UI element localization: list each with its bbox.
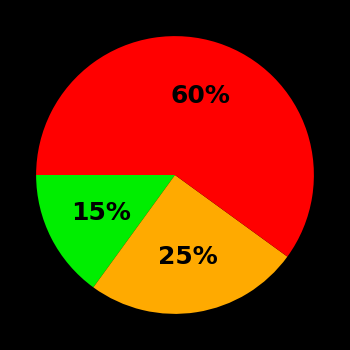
- Wedge shape: [36, 175, 175, 287]
- Text: 25%: 25%: [158, 245, 218, 269]
- Wedge shape: [93, 175, 287, 314]
- Text: 60%: 60%: [171, 84, 231, 108]
- Text: 15%: 15%: [71, 201, 131, 225]
- Wedge shape: [36, 36, 314, 257]
